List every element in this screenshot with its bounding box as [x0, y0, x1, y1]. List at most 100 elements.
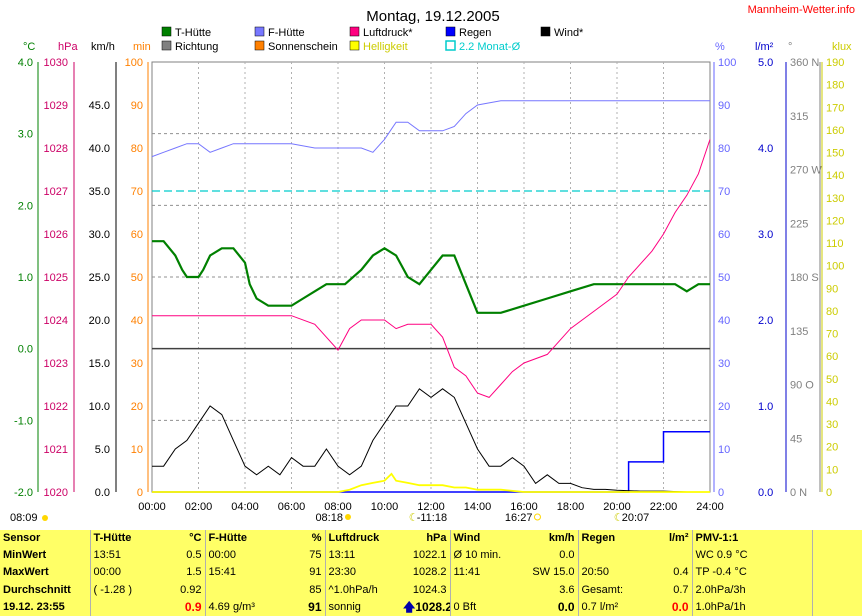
axis-tick-label: 90 — [718, 100, 730, 112]
axis-tick-label: 0 — [826, 487, 832, 499]
cell: 1.0hPa/1h — [691, 598, 812, 616]
legend-label: Regen — [459, 27, 491, 39]
series-line — [151, 100, 710, 158]
x-tick-label: 14:00 — [464, 501, 492, 513]
axis-tick-label: 70 — [718, 186, 730, 198]
axis-tick-label: 1028 — [44, 143, 68, 155]
row-label: MinWert — [3, 549, 47, 562]
axis-tick-label: 150 — [826, 148, 844, 160]
series-line — [152, 388, 710, 493]
series — [151, 100, 711, 493]
axis-tick-label: 40 — [718, 315, 730, 327]
axes: 4.03.02.01.00.0-1.0-2.010301029102810271… — [14, 57, 844, 499]
axis-tick-label: -2.0 — [14, 487, 33, 499]
cell: TP -0.4 °C — [691, 564, 812, 582]
cell: 85 — [309, 583, 322, 596]
axis-tick-label: 50 — [131, 272, 143, 284]
current-pressure: 🡅1028.2 — [400, 599, 450, 616]
cell: 23:30 — [324, 564, 400, 582]
axis-tick-label: 1024 — [44, 315, 68, 327]
axis-tick-label: 110 — [826, 238, 844, 250]
axis-tick-label: -1.0 — [14, 415, 33, 427]
site-name[interactable]: Mannheim-Wetter.info — [748, 4, 855, 16]
axis-tick-label: 5.0 — [95, 444, 110, 456]
legend-swatch — [161, 26, 172, 37]
axis-tick-label: 4.0 — [18, 57, 33, 69]
legend-swatch — [254, 26, 265, 37]
cell: 20:50 — [577, 564, 642, 582]
sunset-time-label: 16:27 — [505, 512, 533, 524]
legend-label: Wind* — [554, 27, 584, 39]
axis-tick-label: 5.0 — [758, 57, 773, 69]
cell: 0.7 l/m² — [577, 598, 642, 616]
axis-tick-label: 10.0 — [89, 401, 110, 413]
axis-tick-label: 10 — [718, 444, 730, 456]
axis-tick-label: 120 — [826, 215, 844, 227]
cell: 0.4 — [673, 566, 689, 579]
moon-icon: ☾ — [409, 512, 419, 524]
axis-tick-label: 45.0 — [89, 100, 110, 112]
stats-row-min: MinWert 13:51 0.5 00:00 75 13:11 1022.1 … — [0, 547, 862, 565]
axis-unit-label: km/h — [91, 41, 115, 53]
moon-icon: ☾ — [614, 512, 624, 524]
cell — [89, 598, 165, 616]
axis-tick-label: 90 — [131, 100, 143, 112]
axis-tick-label: 0 N — [790, 487, 807, 499]
cell: 4.69 g/m³ — [204, 598, 285, 616]
cell: 2.0hPa/3h — [691, 581, 812, 599]
axis-unit-label: °C — [23, 41, 35, 53]
axis-tick-label: 30 — [718, 358, 730, 370]
cell: 13:51 — [89, 547, 165, 565]
cell: 75 — [309, 549, 322, 562]
x-tick-label: 06:00 — [278, 501, 306, 513]
axis-tick-label: 90 O — [790, 380, 814, 392]
axis-tick-label: 30 — [826, 419, 838, 431]
legend-label: Richtung — [175, 41, 218, 53]
grid — [151, 61, 711, 493]
sun-icon — [344, 514, 351, 520]
legend-swatch — [349, 40, 360, 51]
stats-row-max: MaxWert 00:00 1.5 15:41 91 23:30 1028.2 … — [0, 564, 862, 582]
axis-tick-label: 2.0 — [18, 200, 33, 212]
axis-tick-label: 90 — [826, 283, 838, 295]
axis-tick-label: 270 W — [790, 165, 822, 177]
row-label: 19.12. 23:55 — [3, 600, 65, 613]
x-axis-ticks: 00:00 02:00 04:00 06:00 08:00 10:00 12:00 14:00… — [138, 501, 724, 513]
hdr-r: Regen — [577, 530, 642, 548]
x-tick-label: 10:00 — [371, 501, 399, 513]
cell: sonnig — [324, 598, 400, 616]
axis-tick-label: 50 — [826, 374, 838, 386]
axis-unit-label: klux — [832, 41, 852, 53]
legend: T-Hütte F-Hütte Luftdruck* Regen Wind* Richtu… — [161, 26, 584, 53]
cell: ^1.0hPa/h — [324, 581, 400, 599]
cell: 0 Bft — [449, 598, 520, 616]
cell: 1024.3 — [412, 583, 447, 596]
axis-tick-label: 30.0 — [89, 229, 110, 241]
axis-tick-label: 60 — [718, 229, 730, 241]
axis-tick-label: 180 — [826, 80, 844, 92]
legend-swatch — [349, 26, 360, 37]
sunrise-time-label: 08:09 — [10, 512, 38, 524]
series-line — [152, 472, 710, 493]
axis-tick-label: 0 — [718, 487, 724, 499]
axis-tick-label: 60 — [826, 351, 838, 363]
axis-unit-label: min — [133, 41, 151, 53]
cell: SW 15.0 — [532, 566, 575, 579]
axis-tick-label: 1025 — [44, 272, 68, 284]
axis-tick-label: 80 — [826, 306, 838, 318]
pressure-trend-icon: 🡅 — [403, 599, 416, 614]
axis-tick-label: 70 — [826, 329, 838, 341]
row-label: MaxWert — [3, 566, 49, 579]
row-label: Durchschnitt — [3, 583, 71, 596]
cell: 00:00 — [204, 547, 285, 565]
axis-tick-label: 4.0 — [758, 143, 773, 155]
series-line — [152, 139, 711, 398]
axis-tick-label: 0.0 — [18, 344, 33, 356]
legend-label: Helligkeit — [363, 41, 408, 53]
hdr-f-unit: % — [311, 532, 322, 545]
axis-unit-label: % — [715, 41, 725, 53]
moonrise-label: 20:07 — [622, 512, 650, 524]
sun-marker-label: 08:18 — [315, 512, 343, 524]
cell: ( -1.28 ) — [89, 581, 165, 599]
axis-tick-label: 100 — [718, 57, 736, 69]
